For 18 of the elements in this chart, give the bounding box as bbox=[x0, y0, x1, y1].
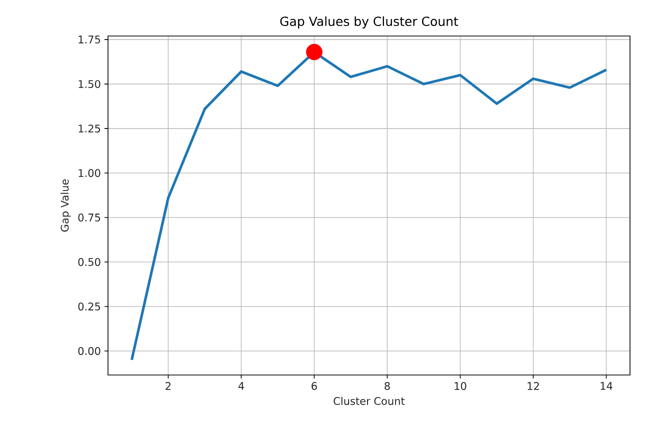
x-tick-label: 2 bbox=[166, 382, 171, 390]
x-tick-label: 6 bbox=[312, 382, 317, 390]
x-axis-title: Cluster Count bbox=[334, 396, 405, 405]
x-tick-label: 10 bbox=[454, 382, 466, 390]
y-tick-label: 0.75 bbox=[78, 214, 100, 222]
y-tick-label: 1.25 bbox=[78, 124, 100, 132]
chart-title: Gap Values by Cluster Count bbox=[280, 16, 458, 28]
y-tick-label: 0.25 bbox=[78, 302, 100, 310]
x-tick-label: 8 bbox=[384, 382, 390, 390]
x-tick-label: 14 bbox=[600, 382, 612, 390]
y-tick-label: 1.75 bbox=[78, 36, 100, 44]
y-tick-label: 0.00 bbox=[78, 347, 100, 355]
y-tick-label: 1.00 bbox=[78, 169, 100, 177]
y-tick-label: 0.50 bbox=[78, 258, 100, 266]
x-tick-label: 4 bbox=[238, 382, 244, 390]
x-tick-label: 12 bbox=[528, 382, 539, 390]
y-axis-title: Gap Value bbox=[60, 179, 71, 232]
y-tick-label: 1.50 bbox=[78, 80, 100, 88]
